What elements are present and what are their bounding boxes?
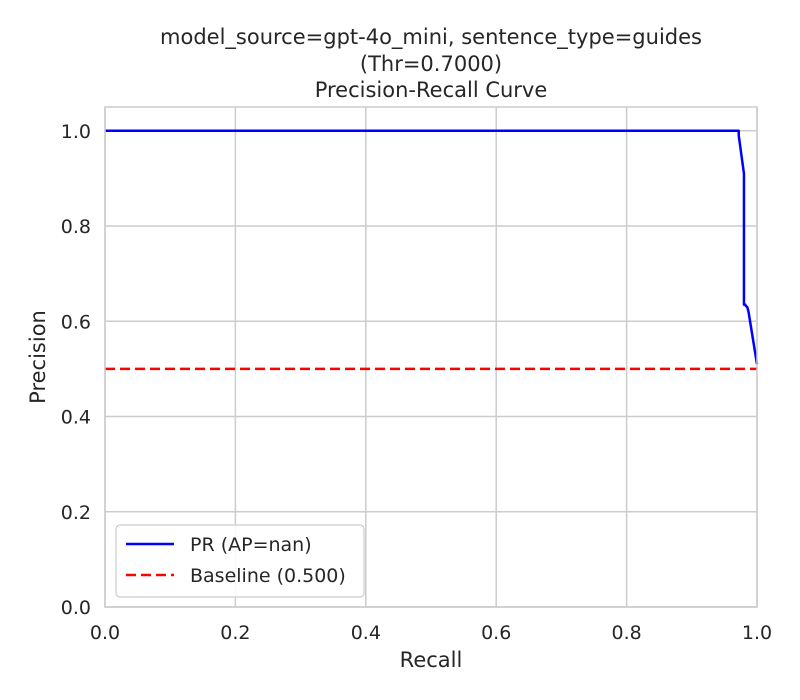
y-tick-label: 0.8 <box>61 216 91 238</box>
series-lines <box>105 129 759 371</box>
chart-title-line: Precision-Recall Curve <box>315 78 548 102</box>
plot-area <box>105 107 757 607</box>
x-tick-label: 0.2 <box>220 622 250 644</box>
y-tick-label: 0.6 <box>61 311 91 333</box>
x-tick-label: 0.8 <box>611 622 641 644</box>
plot-frame <box>104 106 758 608</box>
x-tick-label: 0.0 <box>90 622 120 644</box>
grid <box>104 107 758 608</box>
y-tick-labels: 0.0 0.2 0.4 0.6 0.8 1.0 <box>61 121 91 619</box>
chart-title-line: (Thr=0.7000) <box>360 52 502 76</box>
y-tick-label: 0.0 <box>61 597 91 619</box>
chart-title-line: model_source=gpt-4o_mini, sentence_type=… <box>160 25 702 50</box>
x-axis-label: Recall <box>400 648 463 672</box>
x-tick-label: 0.4 <box>351 622 381 644</box>
legend-label: PR (AP=nan) <box>190 534 312 556</box>
y-tick-label: 0.4 <box>61 407 91 429</box>
chart-title: model_source=gpt-4o_mini, sentence_type=… <box>160 25 702 102</box>
x-tick-label: 0.6 <box>481 622 511 644</box>
legend-label: Baseline (0.500) <box>190 565 346 587</box>
x-tick-label: 1.0 <box>742 622 772 644</box>
x-tick-labels: 0.0 0.2 0.4 0.6 0.8 1.0 <box>90 622 772 644</box>
legend-box <box>115 524 365 598</box>
y-axis-label: Precision <box>26 310 50 404</box>
legend: PR (AP=nan) Baseline (0.500) <box>115 524 365 598</box>
y-tick-label: 0.2 <box>61 502 91 524</box>
y-tick-label: 1.0 <box>61 121 91 143</box>
pr-series-line <box>105 129 759 365</box>
